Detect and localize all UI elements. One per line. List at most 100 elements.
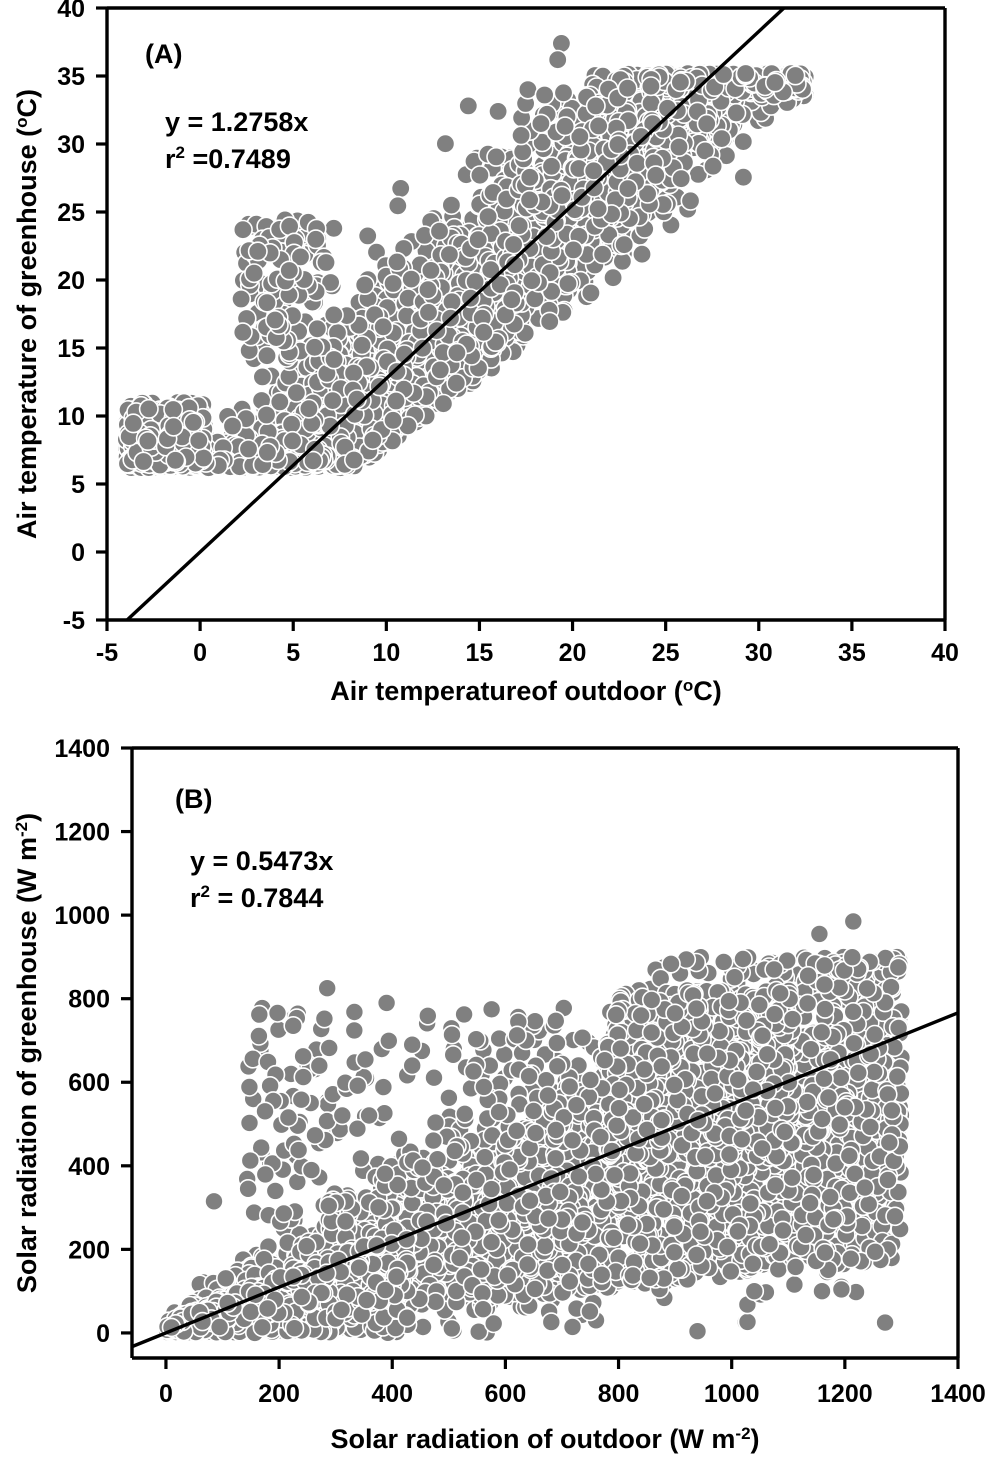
scatter-point bbox=[517, 79, 538, 100]
scatter-point bbox=[412, 338, 433, 359]
x-tick-label: 15 bbox=[466, 639, 494, 667]
scatter-point bbox=[503, 234, 524, 255]
scatter-point bbox=[726, 102, 747, 123]
scatter-point bbox=[351, 335, 372, 356]
scatter-point bbox=[588, 115, 609, 136]
scatter-point bbox=[231, 288, 252, 309]
scatter-point bbox=[222, 415, 243, 436]
scatter-point bbox=[322, 390, 343, 411]
scatter-point bbox=[418, 302, 439, 323]
x-tick-label: 0 bbox=[193, 639, 207, 667]
panel-b: 0 200 400 600 800 1000 1200 1400 0 200 400 600 800 1… bbox=[0, 730, 1000, 1466]
panel-a-r2-superscript: 2 bbox=[176, 143, 185, 162]
scatter-point bbox=[320, 272, 341, 293]
scatter-point bbox=[696, 113, 717, 134]
panel-a-r2-value: =0.7489 bbox=[185, 144, 291, 174]
panel-b-scatter-points bbox=[156, 911, 912, 1343]
y-tick-label: -5 bbox=[63, 607, 85, 635]
scatter-point bbox=[480, 259, 501, 280]
scatter-point bbox=[435, 133, 456, 154]
scatter-point bbox=[468, 229, 489, 250]
scatter-point bbox=[488, 101, 509, 122]
scatter-point bbox=[547, 49, 568, 70]
scatter-point bbox=[385, 390, 406, 411]
scatter-point bbox=[695, 140, 716, 161]
scatter-point bbox=[269, 391, 290, 412]
scatter-point bbox=[188, 430, 209, 451]
scatter-point bbox=[133, 451, 154, 472]
scatter-point bbox=[279, 260, 300, 281]
scatter-point bbox=[617, 178, 638, 199]
scatter-point bbox=[430, 359, 451, 380]
scatter-point bbox=[473, 322, 494, 343]
scatter-point bbox=[530, 113, 551, 134]
scatter-point bbox=[286, 382, 307, 403]
y-tick-label: 5 bbox=[71, 471, 85, 499]
scatter-point bbox=[138, 398, 159, 419]
scatter-point bbox=[252, 366, 273, 387]
y-tick-label: 15 bbox=[57, 335, 85, 363]
scatter-point bbox=[580, 282, 601, 303]
scatter-point bbox=[585, 95, 606, 116]
scatter-point bbox=[563, 239, 584, 260]
panel-a-x-tick-labels: -5 0 5 10 15 20 25 30 35 40 bbox=[96, 639, 959, 667]
scatter-point bbox=[323, 304, 344, 325]
scatter-point bbox=[501, 289, 522, 310]
scatter-point bbox=[383, 273, 404, 294]
scatter-point bbox=[637, 183, 658, 204]
scatter-point bbox=[298, 398, 319, 419]
scatter-point bbox=[607, 134, 628, 155]
scatter-point bbox=[733, 167, 754, 188]
panel-a-axes bbox=[105, 6, 947, 622]
scatter-point bbox=[387, 195, 408, 216]
scatter-point bbox=[417, 279, 438, 300]
scatter-point bbox=[238, 438, 259, 459]
panel-a-x-axis-title: Air temperatureof outdoor (oC) bbox=[330, 676, 721, 706]
scatter-point bbox=[534, 85, 555, 106]
scatter-point bbox=[631, 126, 652, 147]
scatter-point bbox=[441, 195, 462, 216]
scatter-point bbox=[307, 318, 328, 339]
scatter-point bbox=[551, 185, 572, 206]
scatter-point bbox=[446, 342, 467, 363]
panel-b-plot: 0 200 400 600 800 1000 1200 1400 02004006008001… bbox=[12, 735, 986, 1454]
scatter-point bbox=[232, 219, 253, 240]
scatter-point bbox=[617, 78, 638, 99]
panel-a-r2: r2 =0.7489 bbox=[165, 143, 291, 174]
scatter-point bbox=[265, 309, 286, 330]
scatter-point bbox=[733, 131, 754, 152]
scatter-point bbox=[383, 410, 404, 431]
scatter-point bbox=[511, 125, 532, 146]
scatter-point bbox=[670, 72, 691, 93]
scatter-point bbox=[401, 269, 422, 290]
scatter-point bbox=[323, 218, 344, 239]
y-tick-label: 40 bbox=[57, 0, 85, 23]
scatter-point bbox=[551, 33, 572, 54]
scatter-point bbox=[183, 412, 204, 433]
scatter-point bbox=[627, 153, 648, 174]
scatter-point bbox=[257, 442, 278, 463]
x-tick-label: 5 bbox=[286, 639, 300, 667]
scatter-point bbox=[446, 373, 467, 394]
y-tick-label: 25 bbox=[57, 199, 85, 227]
scatter-point bbox=[592, 244, 613, 265]
x-tick-label: 20 bbox=[559, 639, 587, 667]
scatter-point bbox=[343, 449, 364, 470]
scatter-point bbox=[764, 72, 785, 93]
panel-a-ticks bbox=[96, 6, 947, 631]
x-tick-label: 25 bbox=[652, 639, 680, 667]
panel-a-regression-line bbox=[125, 6, 786, 622]
panel-a-y-axis-title-main: Air temperature of greenhouse ( bbox=[12, 128, 42, 539]
scatter-point bbox=[478, 206, 499, 227]
scatter-point bbox=[304, 337, 325, 358]
x-tick-label: 35 bbox=[838, 639, 866, 667]
y-tick-label: 10 bbox=[57, 403, 85, 431]
scatter-point bbox=[256, 292, 277, 313]
scatter-point bbox=[343, 363, 364, 384]
scatter-point bbox=[469, 165, 490, 186]
y-tick-label: 20 bbox=[57, 267, 85, 295]
scatter-point bbox=[521, 270, 542, 291]
scatter-point bbox=[614, 234, 635, 255]
x-tick-label: 40 bbox=[931, 639, 959, 667]
